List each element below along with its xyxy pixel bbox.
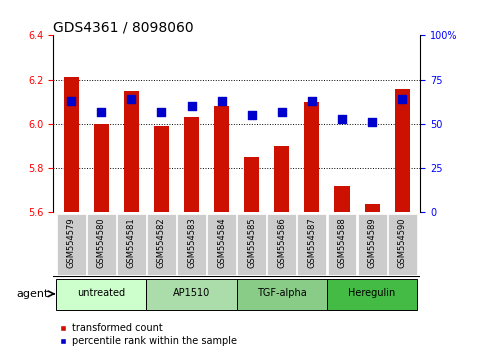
- Text: Heregulin: Heregulin: [348, 288, 396, 298]
- Bar: [365, 204, 380, 212]
- Text: GSM554589: GSM554589: [368, 217, 377, 268]
- Text: GSM554582: GSM554582: [157, 217, 166, 268]
- FancyBboxPatch shape: [327, 279, 417, 310]
- Text: GSM554590: GSM554590: [398, 217, 407, 268]
- Text: agent: agent: [16, 289, 48, 299]
- Text: AP1510: AP1510: [173, 288, 210, 298]
- Point: [308, 98, 316, 104]
- Bar: [214, 106, 229, 212]
- FancyBboxPatch shape: [298, 214, 327, 275]
- Text: GSM554586: GSM554586: [277, 217, 286, 268]
- Point: [67, 98, 75, 104]
- Legend: transformed count, percentile rank within the sample: transformed count, percentile rank withi…: [58, 324, 237, 346]
- Text: TGF-alpha: TGF-alpha: [257, 288, 307, 298]
- Point: [248, 112, 256, 118]
- Point: [278, 109, 285, 114]
- Bar: [395, 88, 410, 212]
- Text: GSM554584: GSM554584: [217, 217, 226, 268]
- Point: [128, 96, 135, 102]
- Text: GDS4361 / 8098060: GDS4361 / 8098060: [53, 20, 194, 34]
- Point: [98, 109, 105, 114]
- FancyBboxPatch shape: [268, 214, 296, 275]
- Text: GSM554579: GSM554579: [67, 217, 76, 268]
- Text: untreated: untreated: [77, 288, 125, 298]
- FancyBboxPatch shape: [147, 214, 176, 275]
- FancyBboxPatch shape: [177, 214, 206, 275]
- Point: [157, 109, 165, 114]
- FancyBboxPatch shape: [117, 214, 146, 275]
- Point: [338, 116, 346, 121]
- FancyBboxPatch shape: [327, 214, 356, 275]
- FancyBboxPatch shape: [357, 214, 386, 275]
- Bar: [94, 124, 109, 212]
- Bar: [274, 146, 289, 212]
- Bar: [64, 78, 79, 212]
- Text: GSM554585: GSM554585: [247, 217, 256, 268]
- FancyBboxPatch shape: [207, 214, 236, 275]
- FancyBboxPatch shape: [56, 279, 146, 310]
- Text: GSM554583: GSM554583: [187, 217, 196, 268]
- Bar: [184, 117, 199, 212]
- Point: [368, 119, 376, 125]
- Bar: [154, 126, 169, 212]
- FancyBboxPatch shape: [87, 214, 116, 275]
- Bar: [334, 186, 350, 212]
- FancyBboxPatch shape: [146, 279, 237, 310]
- FancyBboxPatch shape: [57, 214, 85, 275]
- FancyBboxPatch shape: [388, 214, 417, 275]
- Point: [398, 96, 406, 102]
- Text: GSM554588: GSM554588: [338, 217, 346, 268]
- Point: [218, 98, 226, 104]
- Text: GSM554580: GSM554580: [97, 217, 106, 268]
- Bar: [244, 157, 259, 212]
- Text: GSM554587: GSM554587: [307, 217, 316, 268]
- Bar: [124, 91, 139, 212]
- FancyBboxPatch shape: [237, 279, 327, 310]
- FancyBboxPatch shape: [237, 214, 266, 275]
- Text: GSM554581: GSM554581: [127, 217, 136, 268]
- Bar: [304, 102, 319, 212]
- Point: [188, 103, 196, 109]
